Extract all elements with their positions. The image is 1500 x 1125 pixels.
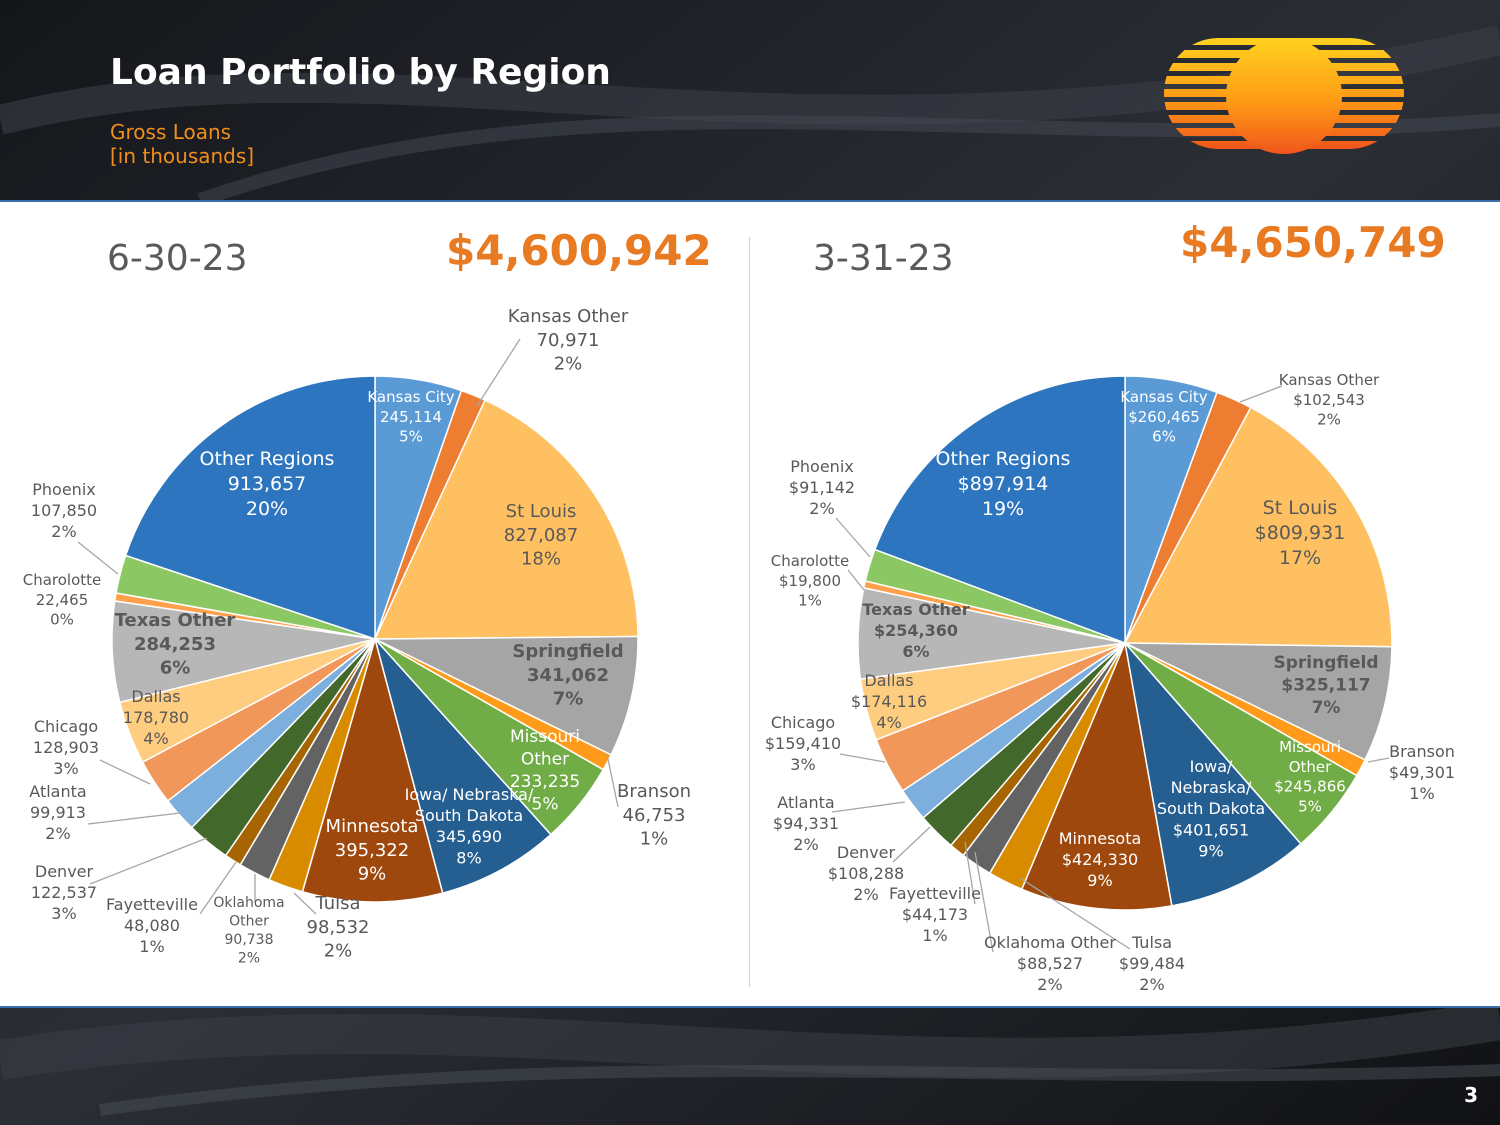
data-label-denver: Denver 122,537 3% bbox=[31, 862, 97, 923]
data-label-minnesota: Minnesota $424,330 9% bbox=[1059, 829, 1142, 890]
pie-slice-minnesota bbox=[1020, 640, 1173, 911]
data-label-kansas-other: Kansas Other 70,971 2% bbox=[508, 306, 629, 375]
total-right: $4,650,749 bbox=[1180, 218, 1446, 267]
data-label-other-regions: Other Regions $897,914 19% bbox=[936, 448, 1071, 520]
data-label-oklahoma-other: Oklahoma Other $88,527 2% bbox=[984, 933, 1116, 994]
pie-slice-st-louis bbox=[1123, 406, 1393, 648]
period-label-right: 3-31-23 bbox=[813, 238, 954, 279]
data-label-tulsa: Tulsa $99,484 2% bbox=[1119, 933, 1185, 994]
data-label-dallas: Dallas 178,780 4% bbox=[123, 687, 189, 748]
data-label-fayetteville: Fayetteville 48,080 1% bbox=[106, 895, 198, 956]
period-label-left: 6-30-23 bbox=[107, 238, 248, 279]
data-label-charolotte: Charolotte 22,465 0% bbox=[23, 571, 102, 629]
pie-slice-minnesota bbox=[301, 636, 444, 903]
data-label-fayetteville: Fayetteville $44,173 1% bbox=[889, 884, 981, 945]
leader-line-denver bbox=[89, 837, 208, 885]
data-label-other-regions: Other Regions 913,657 20% bbox=[200, 448, 335, 520]
data-label-missouri-other: Missouri Other $245,866 5% bbox=[1274, 738, 1346, 815]
data-label-oklahoma-other: Oklahoma Other 90,738 2% bbox=[213, 895, 284, 966]
pie-slice-iowa-nebraska-south-dakota bbox=[374, 638, 552, 895]
data-label-atlanta: Atlanta $94,331 2% bbox=[773, 793, 839, 854]
slide-subtitle: Gross Loans [in thousands] bbox=[110, 120, 254, 168]
data-label-texas-other: Texas Other $254,360 6% bbox=[862, 600, 969, 661]
data-label-phoenix: Phoenix $91,142 2% bbox=[789, 457, 855, 518]
leader-line-tulsa bbox=[1019, 877, 1131, 950]
data-label-chicago: Chicago $159,410 3% bbox=[765, 713, 841, 774]
data-label-st-louis: St Louis 827,087 18% bbox=[504, 501, 578, 570]
pie-chart-6-30-23: Kansas City 245,114 5% Kansas Other 70,971 2%… bbox=[23, 306, 691, 966]
data-label-kansas-city: Kansas City $260,465 6% bbox=[1120, 388, 1207, 446]
leader-line-atlanta bbox=[87, 812, 181, 825]
data-label-iowa-nebraska-south-dakota: Iowa/ Nebraska/South Dakota 345,690 8% bbox=[405, 785, 534, 867]
leader-line-kansas-other bbox=[476, 338, 521, 407]
data-label-charolotte: Charolotte $19,800 1% bbox=[771, 552, 850, 610]
data-label-iowa-nebraska-south-dakota: Iowa/Nebraska/South Dakota $401,651 9% bbox=[1157, 757, 1265, 860]
leader-line-fayetteville bbox=[199, 861, 237, 915]
data-label-tulsa: Tulsa 98,532 2% bbox=[307, 893, 370, 962]
leader-line-phoenix bbox=[77, 541, 119, 575]
data-label-missouri-other: Missouri Other 233,235 5% bbox=[510, 727, 580, 814]
data-label-minnesota: Minnesota 395,322 9% bbox=[326, 816, 419, 885]
data-label-branson: Branson 46,753 1% bbox=[617, 781, 691, 850]
data-label-atlanta: Atlanta 99,913 2% bbox=[29, 782, 86, 843]
data-label-st-louis: St Louis $809,931 17% bbox=[1255, 497, 1346, 569]
pie-slice-other-regions bbox=[124, 375, 376, 641]
pie-charts: Kansas City 245,114 5% Kansas Other 70,971 2%… bbox=[23, 306, 1455, 994]
subtitle-line-2: [in thousands] bbox=[110, 144, 255, 168]
data-label-phoenix: Phoenix 107,850 2% bbox=[31, 480, 97, 541]
data-label-springfield: Springfield 341,062 7% bbox=[512, 641, 623, 710]
data-label-texas-other: Texas Other 284,253 6% bbox=[115, 610, 236, 679]
leader-line-atlanta bbox=[831, 801, 906, 813]
data-label-denver: Denver $108,288 2% bbox=[828, 843, 904, 904]
slide-title: Loan Portfolio by Region bbox=[110, 52, 611, 93]
pie-slice-other-regions bbox=[873, 375, 1126, 645]
pie-slice-iowa-nebraska-south-dakota bbox=[1123, 640, 1302, 907]
leader-line-fayetteville bbox=[964, 841, 976, 905]
leader-line-denver bbox=[892, 826, 931, 863]
data-label-kansas-other: Kansas Other $102,543 2% bbox=[1279, 371, 1380, 429]
data-label-dallas: Dallas $174,116 4% bbox=[851, 671, 927, 732]
pie-chart-3-31-23: Kansas City $260,465 6% Kansas Other $102,54… bbox=[765, 371, 1455, 994]
page-number: 3 bbox=[1464, 1083, 1478, 1107]
subtitle-line-1: Gross Loans bbox=[110, 120, 232, 144]
leader-line-chicago bbox=[99, 759, 151, 785]
leader-line-branson bbox=[1367, 757, 1390, 763]
pie-slice-springfield bbox=[374, 635, 639, 756]
pie-slice-springfield bbox=[1124, 642, 1393, 761]
data-label-chicago: Chicago 128,903 3% bbox=[33, 717, 99, 778]
leader-line-kansas-other bbox=[1239, 385, 1283, 403]
leader-line-oklahoma-other bbox=[974, 851, 994, 953]
data-label-kansas-city: Kansas City 245,114 5% bbox=[367, 388, 454, 446]
panel-divider bbox=[749, 237, 750, 987]
company-logo bbox=[1164, 38, 1404, 154]
data-label-branson: Branson $49,301 1% bbox=[1389, 742, 1455, 803]
leader-line-phoenix bbox=[835, 517, 871, 558]
chart-panel: 6-30-23 $4,600,942 3-31-23 $4,650,749 Ka… bbox=[0, 200, 1500, 1008]
leader-line-tulsa bbox=[293, 892, 317, 915]
pie-slice-st-louis bbox=[373, 399, 639, 640]
leader-line-charolotte bbox=[847, 569, 865, 591]
total-left: $4,600,942 bbox=[446, 226, 712, 275]
data-label-springfield: Springfield $325,117 7% bbox=[1273, 653, 1378, 718]
leader-line-chicago bbox=[839, 753, 886, 763]
leader-line-branson bbox=[606, 753, 619, 808]
